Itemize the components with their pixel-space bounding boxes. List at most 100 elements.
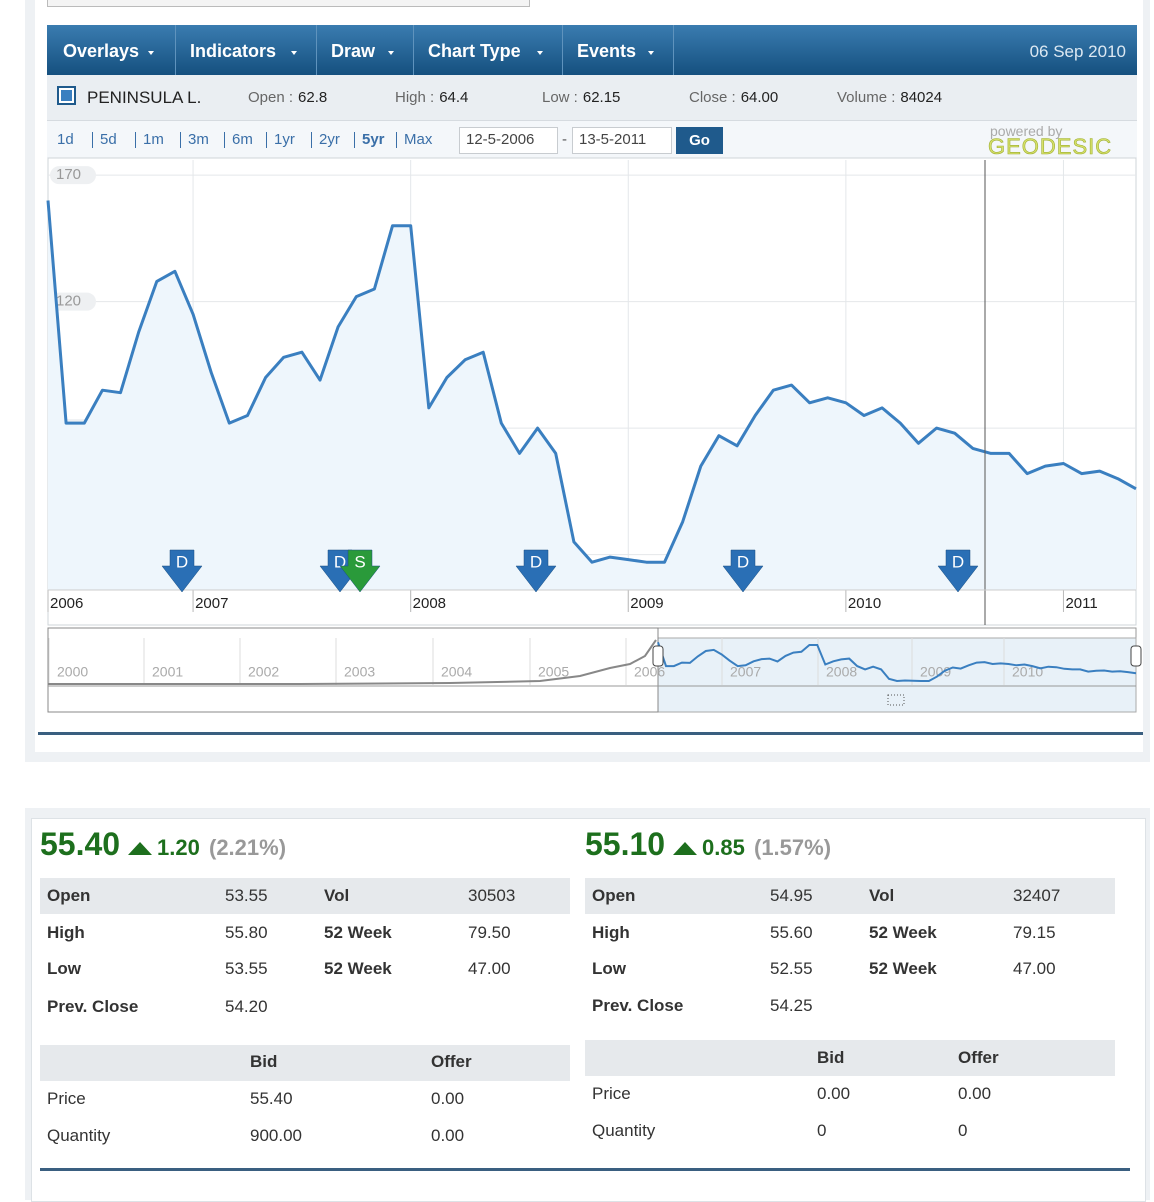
stat-cell: 54.95 bbox=[770, 886, 813, 905]
bid-offer-header: Bid bbox=[817, 1048, 845, 1067]
quote-value: 62.15 bbox=[582, 89, 621, 106]
menu-separator bbox=[175, 25, 176, 75]
stat-cell: 47.00 bbox=[1013, 959, 1056, 978]
range-button[interactable]: 2yr bbox=[319, 131, 340, 148]
range-button[interactable]: 1yr bbox=[274, 131, 295, 148]
menu-caret bbox=[148, 51, 154, 55]
price-change-pct: (1.57%) bbox=[754, 835, 832, 860]
stock-name: PENINSULA L. bbox=[87, 88, 202, 107]
navigator-label: 2002 bbox=[248, 664, 279, 680]
range-button[interactable]: 6m bbox=[232, 131, 253, 148]
range-button[interactable]: 5d bbox=[100, 131, 117, 148]
stat-cell: 52 Week bbox=[324, 959, 392, 978]
menu-item[interactable]: Draw bbox=[331, 41, 376, 61]
event-label: D bbox=[530, 552, 542, 571]
quote-value: 64.00 bbox=[740, 89, 779, 106]
up-arrow bbox=[128, 842, 152, 855]
stat-cell: 79.50 bbox=[468, 923, 511, 942]
bid-offer-cell: Price bbox=[592, 1084, 631, 1103]
navigator-label: 2007 bbox=[730, 664, 761, 680]
quote-label: High : bbox=[395, 89, 435, 106]
menu-caret bbox=[648, 51, 654, 55]
bid-offer-cell: 900.00 bbox=[250, 1126, 302, 1145]
event-label: D bbox=[952, 552, 964, 571]
menu-caret bbox=[537, 51, 543, 55]
stat-cell: 54.25 bbox=[770, 996, 813, 1015]
range-button[interactable]: Max bbox=[404, 131, 433, 148]
x-tick-label: 2011 bbox=[1065, 595, 1097, 612]
bid-offer-cell: Quantity bbox=[592, 1121, 656, 1140]
event-label: D bbox=[176, 552, 188, 571]
menu-item[interactable]: Indicators bbox=[190, 41, 277, 61]
toolbar bbox=[47, 25, 1137, 75]
stat-cell: Low bbox=[592, 959, 626, 978]
stat-cell: Open bbox=[592, 886, 636, 905]
navigator-label: 2001 bbox=[152, 664, 183, 680]
menu-caret bbox=[291, 51, 297, 55]
menu-item[interactable]: Overlays bbox=[63, 41, 140, 61]
stat-cell: 54.20 bbox=[225, 997, 268, 1016]
event-marker bbox=[339, 549, 381, 593]
navigator-unselected bbox=[47, 627, 659, 713]
range-button[interactable]: 3m bbox=[188, 131, 209, 148]
menu-item[interactable]: Events bbox=[577, 41, 637, 61]
menu-separator bbox=[413, 25, 414, 75]
navigator-handle bbox=[1130, 645, 1142, 667]
stats-header-band bbox=[40, 878, 570, 914]
up-arrow bbox=[673, 842, 697, 855]
quote-label: Low : bbox=[542, 89, 578, 106]
menu-separator bbox=[673, 25, 674, 75]
quote-value: 62.8 bbox=[298, 89, 328, 106]
x-tick-label: 2007 bbox=[195, 595, 228, 612]
date-separator: - bbox=[562, 131, 567, 148]
price-change: 1.20 bbox=[157, 835, 200, 860]
x-tick-label: 2009 bbox=[630, 595, 663, 612]
bid-offer-cell: 0.00 bbox=[431, 1126, 465, 1145]
stat-cell: Prev. Close bbox=[47, 997, 139, 1016]
stat-cell: 55.80 bbox=[225, 923, 268, 942]
stat-cell: Low bbox=[47, 959, 81, 978]
last-price: 55.10 bbox=[585, 826, 666, 862]
x-tick-label: 2008 bbox=[413, 595, 446, 612]
navigator-label: 2006 bbox=[634, 664, 665, 680]
stat-cell: 53.55 bbox=[225, 959, 268, 978]
last-price: 55.40 bbox=[40, 826, 121, 862]
stat-cell: High bbox=[47, 923, 85, 942]
bid-offer-header: Bid bbox=[250, 1052, 278, 1071]
navigator-label: 2008 bbox=[826, 664, 857, 680]
navigator-selection bbox=[657, 637, 1137, 713]
navigator-history bbox=[48, 639, 657, 685]
bid-offer-cell: 55.40 bbox=[250, 1089, 293, 1108]
stat-cell: Vol bbox=[324, 886, 350, 905]
menu-item[interactable]: Chart Type bbox=[428, 41, 521, 61]
range-button[interactable]: 5yr bbox=[362, 131, 385, 148]
series-checkbox[interactable] bbox=[57, 86, 76, 105]
bid-offer-band bbox=[40, 1045, 570, 1081]
navigator-scroll-grip bbox=[887, 694, 905, 706]
event-marker bbox=[161, 549, 203, 593]
navigator-line bbox=[657, 641, 1137, 683]
navigator-label: 2005 bbox=[538, 664, 569, 680]
date-from[interactable]: 12-5-2006 bbox=[459, 127, 558, 154]
y-tick-badge bbox=[50, 292, 96, 311]
range-button[interactable]: 1d bbox=[57, 131, 74, 148]
bid-offer-cell: 0 bbox=[958, 1121, 968, 1140]
y-tick-label: 120 bbox=[56, 293, 81, 310]
quote-label: Volume : bbox=[837, 89, 896, 106]
date-to[interactable]: 13-5-2011 bbox=[572, 127, 672, 154]
quote-field: Volume :84024 bbox=[837, 89, 942, 107]
quote-field: Open :62.8 bbox=[248, 89, 327, 107]
divider bbox=[40, 1168, 1130, 1171]
go-button[interactable]: Go bbox=[676, 127, 723, 154]
event-label: S bbox=[354, 552, 365, 571]
range-separator bbox=[224, 132, 225, 148]
menu-separator bbox=[316, 25, 317, 75]
stat-cell: 30503 bbox=[468, 886, 516, 905]
stat-cell: 53.55 bbox=[225, 886, 268, 905]
range-button[interactable]: 1m bbox=[143, 131, 164, 148]
stat-cell: Prev. Close bbox=[592, 996, 684, 1015]
navigator-label: 2000 bbox=[57, 664, 88, 680]
quote-bar bbox=[47, 75, 1137, 121]
bid-offer-cell: 0 bbox=[817, 1121, 827, 1140]
